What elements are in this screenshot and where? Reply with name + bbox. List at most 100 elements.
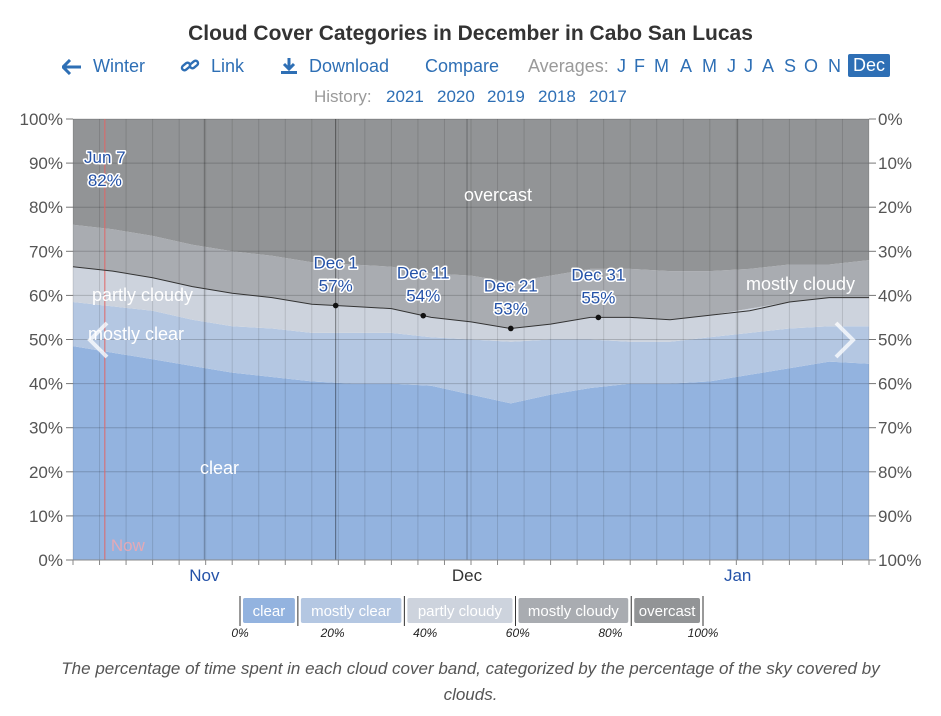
y-tick-label-right: 40% [878,286,912,305]
y-tick-label-right: 80% [878,463,912,482]
annotation-value: 55% [581,288,615,307]
legend-tick-label: 60% [506,626,530,640]
legend-swatch [407,598,513,623]
month-may[interactable]: M [702,56,717,76]
y-tick-label-right: 90% [878,507,912,526]
annotation-point [595,314,602,321]
nav-bar: Winter Link Download Compare Averages: J… [0,54,941,80]
annotation-date: Dec 11 [397,264,450,283]
legend-swatch [300,598,402,623]
chevron-left-icon[interactable] [87,321,109,359]
x-tick-label-month: Nov [189,566,220,585]
month-jul[interactable]: J [744,56,753,76]
band-label: mostly clear [88,324,184,344]
y-tick-label-left: 30% [29,419,63,438]
y-tick-label-right: 10% [878,154,912,173]
month-sep[interactable]: S [784,56,797,76]
download-icon [280,56,303,76]
area-clear [73,346,869,560]
band-label: overcast [464,185,532,205]
annotation-point [332,302,339,309]
area-partly-cloudy [73,266,869,342]
history-year-2021[interactable]: 2021 [386,87,424,106]
history-year-2019[interactable]: 2019 [487,87,525,106]
annotation-point [420,312,427,319]
compare-link[interactable]: Compare [425,56,500,76]
month-apr[interactable]: A [680,56,693,76]
annotation-date: Dec 1 [313,254,357,273]
boundary-line [72,266,869,330]
cloud-cover-chart: Now Jun 7 82% Dec 1 57% Dec 11 54% Dec 21 53% De… [20,110,922,640]
area-mostly-clear [73,302,869,404]
x-tick-label-month: Jan [724,566,751,585]
y-tick-label-right: 50% [878,331,912,350]
winter-link[interactable]: Winter [62,56,145,77]
month-jan[interactable]: J [617,56,626,76]
y-tick-label-left: 40% [29,375,63,394]
download-button[interactable]: Download [280,56,389,77]
legend-tick-label: 40% [413,626,437,640]
band-label: partly cloudy [92,285,193,305]
month-dec-selected[interactable]: Dec [848,54,891,77]
area-mostly-cloudy [73,224,869,329]
chart-axes: 0% 10% 20% 30% 40% 50% 60% 70% 80% 90% 100% 100% 90%… [20,110,922,585]
annotation-value: 57% [319,277,353,296]
history-year-2018[interactable]: 2018 [538,87,576,106]
month-jun[interactable]: J [727,56,736,76]
annotation-value: 54% [406,287,440,306]
link-button[interactable]: Link [180,56,244,77]
y-tick-label-left: 60% [29,286,63,305]
y-tick-label-right: 0% [878,110,903,129]
y-tick-label-right: 20% [878,198,912,217]
month-oct[interactable]: O [804,56,819,76]
chart-areas [73,119,869,560]
chart-legend: clear mostly clear partly cloudy mostly clo… [231,596,719,640]
now-label: Now [111,536,146,555]
chevron-right-icon[interactable] [834,321,856,359]
legend-swatch [518,598,629,623]
y-tick-label-right: 60% [878,375,912,394]
chart-annotations: Jun 7 82% Dec 1 57% Dec 11 54% Dec 21 53% Dec 31… [83,147,627,332]
download-label: Download [309,56,390,76]
month-nov[interactable]: N [828,56,841,76]
legend-label: mostly clear [311,603,391,620]
y-tick-label-left: 50% [29,331,63,350]
month-aug[interactable]: A [762,56,775,76]
legend-tick-label: 20% [320,626,345,640]
chart-caption: The percentage of time spent in each clo… [61,659,880,704]
y-tick-label-left: 90% [29,154,63,173]
history-year-2020[interactable]: 2020 [437,87,475,106]
legend-tick-label: 80% [598,626,622,640]
link-label: Link [211,56,245,76]
band-labels: overcast mostly cloudy partly cloudy mostly… [88,185,855,478]
y-tick-label-left: 100% [20,110,63,129]
chart-nav-arrows [87,321,856,359]
legend-swatch [634,598,700,623]
legend-label: partly cloudy [418,603,503,620]
y-tick-label-left: 80% [29,198,63,217]
month-mar[interactable]: M [654,56,669,76]
month-feb[interactable]: F [634,56,645,76]
y-tick-label-left: 20% [29,463,63,482]
averages-label: Averages: [528,56,609,76]
legend-tick-label: 0% [231,626,249,640]
arrow-left-icon [62,56,87,76]
history-label: History: [314,87,372,106]
history-year-2017[interactable]: 2017 [589,87,627,106]
legend-label: clear [253,603,286,620]
y-tick-label-right: 100% [878,551,921,570]
y-tick-label-left: 10% [29,507,63,526]
legend-label: overcast [639,603,697,620]
winter-label: Winter [93,56,146,76]
legend-label: mostly cloudy [528,603,619,620]
annotation-date: Jun 7 [84,148,126,167]
annotation-date: Dec 21 [484,276,538,295]
y-tick-label-right: 70% [878,419,912,438]
annotation-date: Dec 31 [571,265,625,284]
y-tick-label-left: 0% [38,551,63,570]
page-title: Cloud Cover Categories in December in Ca… [188,22,753,45]
x-tick-label-month: Dec [452,566,483,585]
legend-swatch [243,598,295,623]
area-overcast [73,119,869,283]
annotation-value: 82% [88,171,122,190]
